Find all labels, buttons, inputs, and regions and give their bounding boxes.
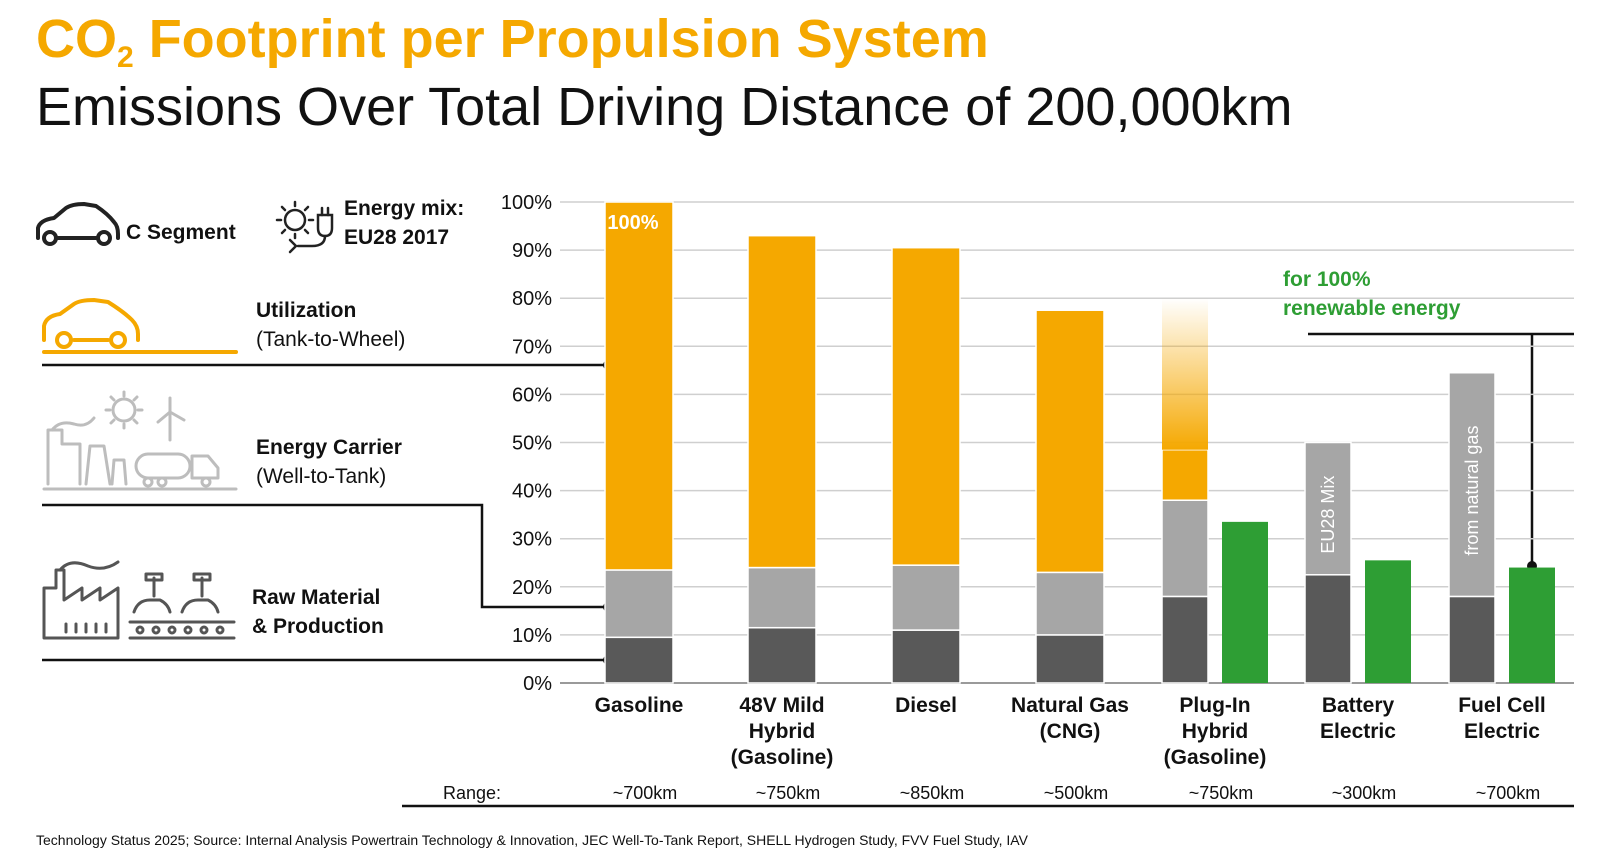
bar-segment-energy-carrier [1161,499,1209,598]
range-value: ~500km [1044,783,1109,803]
y-tick-label: 90% [512,240,552,262]
y-tick-label: 80% [512,288,552,310]
raw-material-label: Raw Material & Production [252,586,384,638]
y-tick-label: 60% [512,384,552,406]
segment-label: C Segment [126,221,236,244]
chart-subtitle: Emissions Over Total Driving Distance of… [36,77,1293,137]
energy-carrier-connector [42,503,608,609]
bar-segment-energy-carrier [1304,441,1352,576]
x-category-label: Fuel Cell [1458,694,1546,717]
x-axis-labels: Gasoline 48V Mild Hybrid (Gasoline) Diesel Na… [595,694,1546,769]
chart-title: CO2 Footprint per Propulsion System [36,9,989,74]
bar-segment-raw-material [747,626,817,684]
bar-segment-utilization-faded [1162,298,1208,450]
bar-segment-energy-carrier [747,566,817,629]
x-category-label: Electric [1464,720,1540,743]
bar-segment-energy-carrier [1035,571,1105,636]
bar-renewable [1509,567,1555,683]
bar-segment-raw-material [1161,595,1209,684]
bar-segment-raw-material [604,636,674,684]
y-tick-label: 40% [512,481,552,503]
bar-segment-raw-material [1035,634,1105,684]
range-value: ~700km [1476,783,1541,803]
renewable-label: for 100% renewable energy [1283,268,1461,320]
bar-segment-utilization [891,246,961,566]
bar-renewable [1365,560,1411,683]
bar-rotated-label: EU28 Mix [1318,476,1338,554]
bar-segment-raw-material [891,629,961,684]
x-category-label: Gasoline [595,694,684,717]
y-tick-label: 100% [501,192,552,214]
y-tick-label: 20% [512,577,552,599]
x-category-label: Electric [1320,720,1396,743]
range-value: ~750km [756,783,821,803]
x-category-label: (Gasoline) [731,746,834,769]
y-tick-label: 0% [523,673,552,695]
x-category-label: 48V Mild [739,694,824,717]
legend-connectors [42,332,1574,662]
bar-segment-energy-carrier [604,569,674,639]
bar-renewable [1222,521,1268,683]
range-value: ~700km [613,783,678,803]
range-label: Range: [443,783,501,803]
range-row: ~700km ~750km ~850km ~500km ~750km ~300km ~700… [402,783,1574,808]
range-value: ~750km [1189,783,1254,803]
sun-plug-icon [275,200,334,254]
bar-segment-utilization [747,234,817,569]
bars: 100% EU28 Mix from natural gas [604,201,1555,684]
y-tick-label: 10% [512,625,552,647]
bar-segment-raw-material [1304,574,1352,684]
x-category-label: Natural Gas [1011,694,1129,717]
energy-carrier-label: Energy Carrier (Well-to-Tank) [256,436,402,488]
x-category-label: Hybrid [749,720,816,743]
x-category-label: Hybrid [1182,720,1249,743]
x-category-label: (Gasoline) [1164,746,1267,769]
bar-segment-energy-carrier [891,564,961,631]
y-axis-ticks: 0% 10% 20% 30% 40% 50% 60% 70% 80% 90% 100% [501,192,552,695]
bar-data-label: 100% [607,212,658,234]
x-category-label: Plug-In [1179,694,1250,717]
range-value: ~850km [900,783,965,803]
bar-segment-raw-material [1448,595,1496,684]
x-category-label: Battery [1322,694,1395,717]
bar-segment-energy-carrier [1448,372,1496,598]
car-icon [36,202,120,246]
bar-segment-utilization [1161,448,1209,501]
y-tick-label: 50% [512,433,552,455]
bar-segment-utilization [604,201,674,571]
range-value: ~300km [1332,783,1397,803]
y-tick-label: 30% [512,529,552,551]
energy-mix-label: Energy mix: EU28 2017 [344,197,465,249]
factory-icon [42,560,236,640]
x-category-label: (CNG) [1040,720,1101,743]
energy-plant-icon [42,390,238,491]
bar-rotated-label: from natural gas [1462,426,1482,556]
y-tick-label: 70% [512,336,552,358]
bar-segment-utilization [1035,309,1105,574]
footnote: Technology Status 2025; Source: Internal… [36,832,1028,848]
utilization-label: Utilization (Tank-to-Wheel) [256,299,406,351]
orange-car-icon [42,298,238,354]
x-category-label: Diesel [895,694,957,717]
